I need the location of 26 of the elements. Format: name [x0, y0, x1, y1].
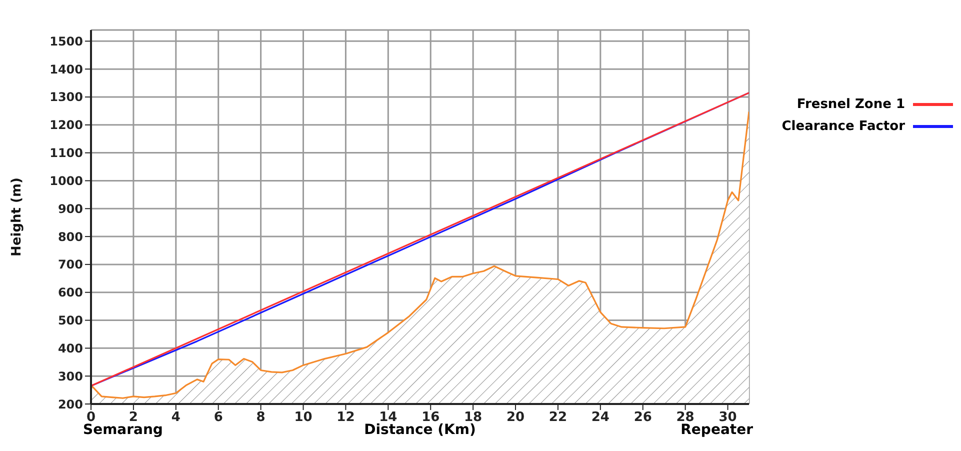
legend-label: Clearance Factor: [782, 118, 905, 134]
x-tick-label: 22: [548, 410, 568, 426]
y-tick-label: 600: [58, 286, 83, 300]
y-tick-label: 900: [58, 202, 83, 216]
y-tick-label: 500: [58, 314, 83, 328]
y-tick-label: 1500: [50, 34, 83, 48]
legend-label: Fresnel Zone 1: [796, 96, 905, 112]
x-tick-label: 8: [256, 410, 266, 426]
y-tick-label: 400: [58, 341, 83, 356]
y-tick-label: 1400: [50, 62, 83, 76]
x-tick-label: 10: [294, 410, 312, 426]
y-tick-label: 300: [58, 369, 83, 384]
y-tick-label: 1300: [50, 90, 83, 104]
x-tick-label: 4: [171, 410, 180, 426]
y-tick-label: 200: [58, 397, 83, 412]
x-tick-label: 12: [336, 410, 355, 426]
y-tick-label: 700: [58, 258, 83, 272]
y-axis-title: Height (m): [10, 178, 25, 256]
x-tick-label: 20: [506, 410, 525, 426]
x-tick-label: 24: [591, 410, 610, 426]
x-tick-label: 6: [214, 410, 223, 426]
y-tick-label: 800: [58, 230, 83, 244]
y-tick-label: 1200: [50, 118, 83, 132]
x-tick-label: 26: [634, 410, 652, 426]
y-tick-label: 1100: [50, 146, 83, 160]
y-tick-label: 1000: [50, 174, 83, 188]
